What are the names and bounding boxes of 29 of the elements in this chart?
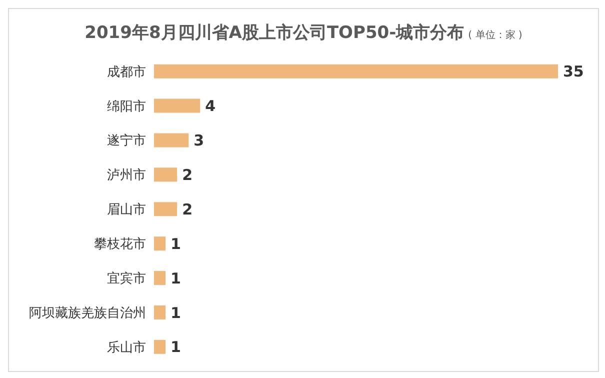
data-label: 1 [170, 234, 181, 253]
data-label: 2 [182, 166, 193, 184]
y-tick-label: 乐山市 [107, 340, 146, 356]
bar [154, 64, 558, 78]
bar [154, 202, 178, 216]
chart-title: 2019年8月四川省A股上市公司TOP50-城市分布 [84, 23, 464, 43]
y-tick-label: 阿坝藏族羌族自治州 [29, 306, 146, 321]
bar [154, 133, 189, 148]
data-label: 3 [194, 132, 204, 150]
data-label: 4 [205, 97, 216, 116]
y-tick-label: 泸州市 [107, 168, 146, 184]
data-label: 1 [170, 304, 181, 322]
bar [154, 340, 166, 354]
bar [154, 168, 178, 182]
chart-subtitle: ( 单位：家 ) [468, 30, 522, 41]
y-tick-label: 成都市 [107, 64, 146, 80]
data-label: 35 [563, 62, 584, 81]
data-label: 1 [170, 269, 181, 288]
bar [154, 305, 166, 320]
y-tick-label: 攀枝花市 [94, 237, 146, 252]
bar [154, 271, 166, 285]
y-tick-label: 遂宁市 [107, 132, 146, 149]
y-tick-label: 宜宾市 [107, 270, 146, 287]
data-label: 2 [182, 200, 193, 218]
y-tick-label: 绵阳市 [107, 99, 146, 114]
bar [154, 98, 200, 113]
data-label: 1 [170, 338, 181, 356]
bar [154, 236, 166, 251]
y-tick-label: 眉山市 [107, 202, 146, 218]
